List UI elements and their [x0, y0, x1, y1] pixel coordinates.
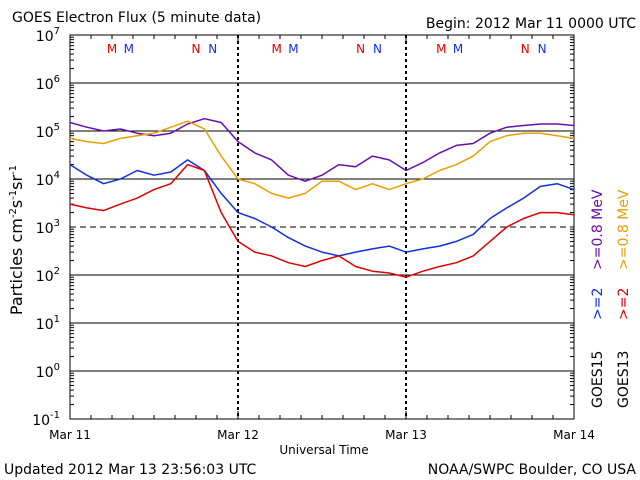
legend-goes15: >=0.8 MeV >=2 GOES15 [590, 189, 606, 408]
series-line-3 [69, 163, 575, 278]
footer-updated: Updated 2012 Mar 13 23:56:03 UTC [4, 462, 257, 478]
legend-goes15-08: >=0.8 MeV [590, 189, 606, 270]
y-tick-label-3: 104 [36, 170, 60, 189]
marker-5: M [288, 42, 298, 56]
legend-goes13-08: >=0.8 MeV [616, 189, 632, 270]
marker-0: M [107, 42, 117, 56]
x-tick-label-2: Mar 13 [385, 428, 427, 442]
series-line-1 [69, 120, 575, 199]
y-tick-label-2: 105 [36, 122, 60, 141]
marker-7: N [373, 42, 382, 56]
series-line-0 [69, 117, 575, 182]
x-tick-label-1: Mar 12 [217, 428, 259, 442]
y-tick-label-8: 10-1 [32, 410, 60, 429]
x-tick-label-3: Mar 14 [553, 428, 595, 442]
legend-goes13-2: >=2 [616, 288, 632, 320]
y-tick-labels: 107 106 105 104 103 102 101 100 10-1 [32, 26, 60, 429]
y-tick-label-4: 103 [36, 218, 60, 237]
marker-1: M [124, 42, 134, 56]
marker-6: N [356, 42, 365, 56]
legend-goes13: >=0.8 MeV >=2 GOES13 [616, 189, 632, 408]
x-axis-label: Universal Time [279, 443, 368, 457]
series-lines [69, 117, 575, 278]
legend-goes15-sat: GOES15 [590, 351, 606, 408]
marker-10: N [521, 42, 530, 56]
y-tick-label-1: 106 [36, 74, 60, 93]
legend-goes15-2: >=2 [590, 288, 606, 320]
y-tick-label-6: 101 [36, 314, 60, 333]
x-tick-label-0: Mar 11 [49, 428, 91, 442]
marker-9: M [453, 42, 463, 56]
marker-3: N [208, 42, 217, 56]
y-tick-label-7: 100 [36, 362, 60, 381]
marker-8: M [436, 42, 446, 56]
footer-credit: NOAA/SWPC Boulder, CO USA [428, 462, 637, 478]
marker-4: M [271, 42, 281, 56]
y-axis-label: Particles cm-2s-1sr-1 [7, 165, 26, 315]
x-tick-labels: Mar 11 Mar 12 Mar 13 Mar 14 [49, 428, 595, 442]
y-tick-label-0: 107 [36, 26, 60, 45]
marker-11: N [538, 42, 547, 56]
chart-title: GOES Electron Flux (5 minute data) [12, 10, 261, 26]
begin-label: Begin: 2012 Mar 11 0000 UTC [426, 16, 636, 32]
legend-goes13-sat: GOES13 [616, 351, 632, 408]
series-line-2 [69, 159, 575, 257]
y-tick-label-5: 102 [36, 266, 60, 285]
grid-lines [69, 34, 575, 420]
marker-2: N [192, 42, 201, 56]
